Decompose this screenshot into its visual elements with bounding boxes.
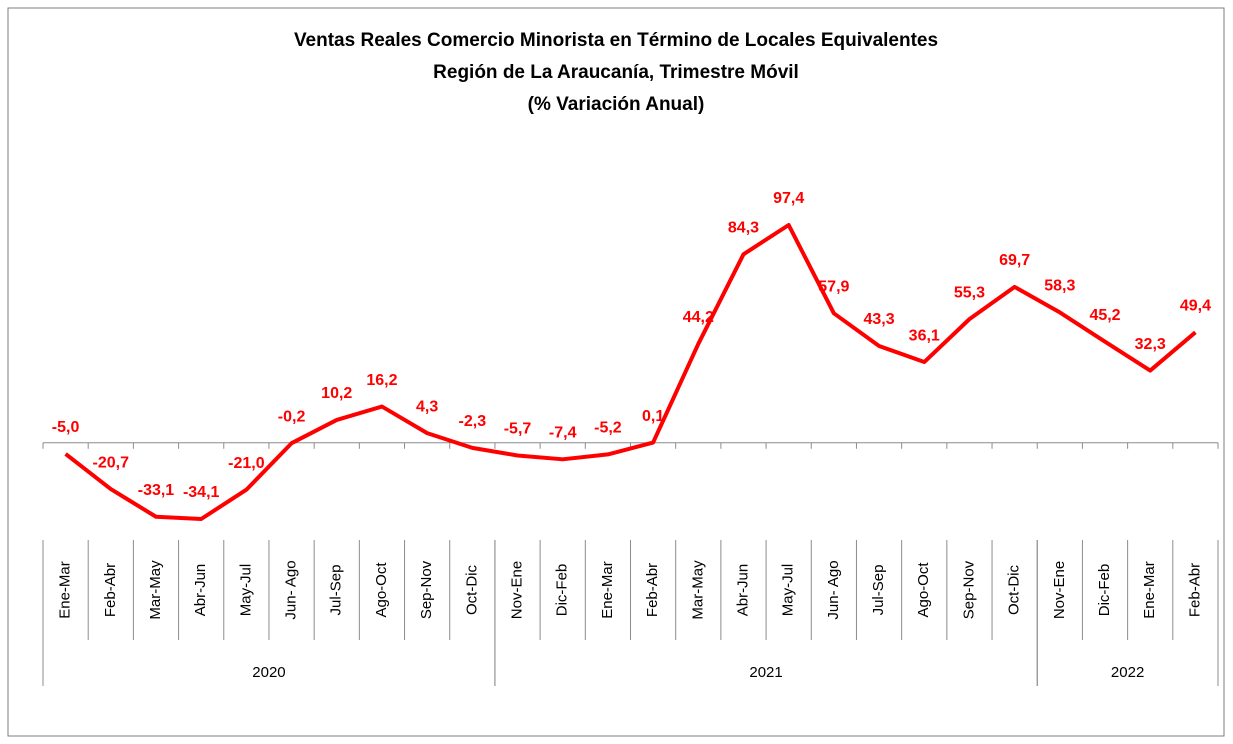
data-label: 44,2 (683, 309, 714, 326)
group-label: 2022 (1111, 664, 1144, 681)
x-tick-label: Mar-May (147, 560, 164, 620)
x-tick-label: Ene-Mar (1141, 561, 1158, 619)
x-tick-label: Jul-Sep (328, 565, 345, 616)
x-tick-label: Jun- Ago (825, 560, 842, 619)
x-tick-label: Ene-Mar (57, 561, 74, 619)
data-label: -5,7 (504, 421, 532, 438)
data-label: 16,2 (366, 372, 397, 389)
data-label: -34,1 (183, 484, 220, 501)
x-tick-label: Nov-Ene (508, 561, 525, 619)
x-tick-label: Dic-Feb (1096, 564, 1113, 617)
data-label: 36,1 (909, 327, 940, 344)
x-tick-label: Abr-Jun (734, 564, 751, 617)
data-label: -33,1 (138, 482, 175, 499)
data-label: -21,0 (228, 455, 265, 472)
data-label: -2,3 (459, 413, 487, 430)
data-label: -20,7 (93, 454, 130, 471)
chart-border (7, 7, 1225, 737)
line-series (64, 223, 1197, 521)
x-tick-label: Abr-Jun (192, 564, 209, 617)
group-label: 2021 (749, 664, 782, 681)
x-tick-label: Sep-Nov (960, 560, 977, 619)
chart-title: Ventas Reales Comercio Minorista en Térm… (294, 30, 938, 51)
data-label: 0,1 (642, 408, 664, 425)
data-label: 45,2 (1089, 307, 1120, 324)
x-tick-label: Mar-May (689, 560, 706, 620)
data-label: -0,2 (278, 408, 306, 425)
x-tick-label: Ago-Oct (915, 562, 932, 618)
data-label: 57,9 (818, 279, 849, 296)
x-tick-label: May-Jul (237, 564, 254, 617)
x-tick-label: Oct-Dic (1006, 565, 1023, 615)
x-tick-label: Nov-Ene (1051, 561, 1068, 619)
x-tick-label: Dic-Feb (554, 564, 571, 617)
data-label: 43,3 (863, 311, 894, 328)
group-label: 2020 (252, 664, 285, 681)
x-tick-label: Feb-Abr (102, 563, 119, 617)
chart-title: Región de La Araucanía, Trimestre Móvil (433, 62, 799, 83)
x-tick-label: Ene-Mar (599, 561, 616, 619)
x-tick-label: May-Jul (780, 564, 797, 617)
data-label: -7,4 (549, 425, 577, 442)
data-label: -5,0 (52, 419, 80, 436)
x-tick-label: Feb-Abr (644, 563, 661, 617)
x-tick-label: Ago-Oct (373, 562, 390, 618)
data-label: 97,4 (773, 190, 804, 207)
data-label: 49,4 (1180, 298, 1211, 315)
data-label: 69,7 (999, 252, 1030, 269)
x-tick-label: Oct-Dic (463, 565, 480, 615)
x-tick-label: Jun- Ago (283, 560, 300, 619)
x-tick-label: Feb-Abr (1186, 563, 1203, 617)
x-tick-label: Sep-Nov (418, 560, 435, 619)
data-label: 32,3 (1135, 336, 1166, 353)
data-label: 58,3 (1044, 278, 1075, 295)
data-label: 10,2 (321, 385, 352, 402)
data-label: -5,2 (594, 420, 622, 437)
x-tick-label: Jul-Sep (870, 565, 887, 616)
data-label: 84,3 (728, 220, 759, 237)
data-label: 55,3 (954, 284, 985, 301)
chart-title: (% Variación Anual) (528, 94, 705, 115)
data-label: 4,3 (416, 398, 438, 415)
